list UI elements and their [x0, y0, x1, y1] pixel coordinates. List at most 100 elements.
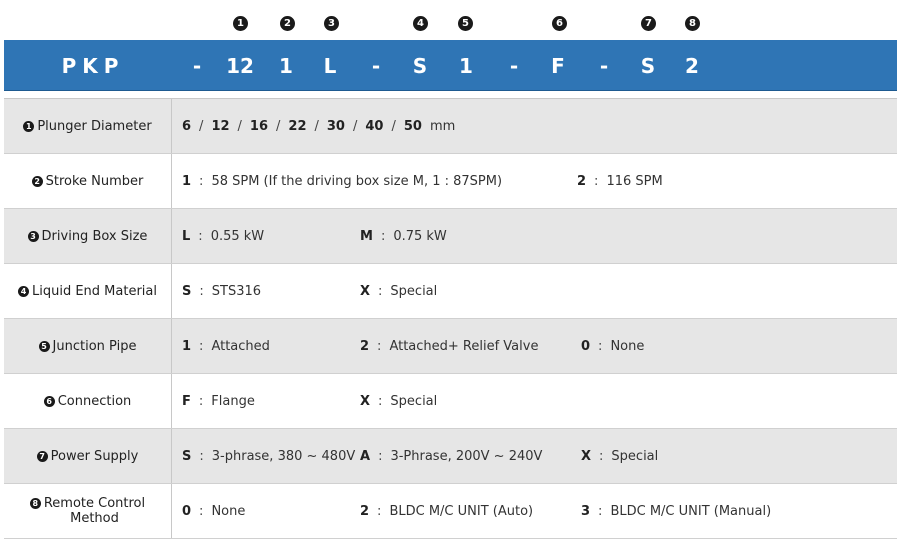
- row-label-text: Power Supply: [50, 448, 139, 464]
- row-label-text: Remote Control Method: [44, 496, 145, 526]
- diameter-unit: mm: [429, 118, 456, 134]
- option-key: X: [360, 393, 371, 409]
- option-key: S: [182, 283, 192, 299]
- row-label: 5 Junction Pipe: [4, 319, 172, 373]
- circled-number: 3: [27, 230, 39, 242]
- value-separator: /: [314, 118, 319, 134]
- spec-row-power-supply: 7 Power Supply S:3-phrase, 380 ~ 480V A:…: [4, 429, 897, 484]
- option-key: S: [182, 448, 192, 464]
- option: A:3-Phrase, 200V ~ 240V: [360, 429, 542, 483]
- circled-number: 5: [38, 340, 50, 352]
- value-separator: /: [276, 118, 281, 134]
- option: X: Special: [360, 264, 437, 318]
- option-key: A: [360, 448, 371, 464]
- spec-row-liquid-end-material: 4 Liquid End Material S: STS316 X: Special: [4, 264, 897, 319]
- model-code-power: S: [640, 54, 656, 78]
- diameter-value: 30: [326, 118, 345, 134]
- diameter-value: 6: [182, 118, 192, 134]
- circled-number: 1: [23, 120, 35, 132]
- option-separator: :: [378, 283, 383, 299]
- circled-number: 7: [36, 450, 48, 462]
- option-separator: :: [198, 393, 204, 409]
- row-label: 4 Liquid End Material: [4, 264, 172, 318]
- option-key: 2: [577, 173, 587, 189]
- option-text: BLDC M/C UNIT (Auto): [389, 503, 534, 519]
- position-number-5: 5: [458, 16, 473, 31]
- model-code-drivebox: L: [323, 54, 337, 78]
- row-label: 1 Plunger Diameter: [4, 99, 172, 153]
- diameter-values: 6 / 12 / 16 / 22 / 30 / 40 / 50 mm: [182, 99, 455, 153]
- value-separator: /: [199, 118, 204, 134]
- option-separator: :: [594, 173, 599, 189]
- option-key: 3: [581, 503, 591, 519]
- option-text: 58 SPM (If the driving box size M, 1 : 8…: [211, 173, 503, 189]
- option: 0: None: [581, 319, 644, 373]
- code-position-numbers: 1 2 3 4 5 6 7 8: [0, 0, 900, 40]
- spec-row-stroke-number: 2 Stroke Number 1:58 SPM (If the driving…: [4, 154, 897, 209]
- option-key: 2: [360, 338, 370, 354]
- option-key: 0: [182, 503, 192, 519]
- option-key: 2: [360, 503, 370, 519]
- option-separator: :: [378, 448, 383, 464]
- option: M:0.75 kW: [360, 209, 447, 263]
- circled-number: 8: [29, 498, 41, 509]
- position-number-4: 4: [413, 16, 428, 31]
- row-label: 6 Connection: [4, 374, 172, 428]
- option-separator: :: [598, 503, 603, 519]
- model-code-material: S: [412, 54, 428, 78]
- option: 3: BLDC M/C UNIT (Manual): [581, 484, 771, 538]
- diameter-value: 16: [249, 118, 269, 134]
- row-label-line: Method: [70, 511, 119, 526]
- option-separator: :: [599, 448, 604, 464]
- model-spec-table: 1 Plunger Diameter 6/ 12/ 16/ 22/ 30/ 40…: [4, 98, 897, 539]
- spec-row-plunger-diameter: 1 Plunger Diameter 6 / 12 / 16 / 22 / 30 / 40…: [4, 99, 897, 154]
- option: 1:58 SPM (If the driving box size M, 1 :…: [182, 154, 502, 208]
- option: X: Special: [360, 374, 437, 428]
- circled-number: 4: [18, 285, 29, 297]
- option: 1: Attached: [182, 319, 270, 373]
- row-label-line: Remote Control: [43, 496, 146, 511]
- option-text: Special: [390, 393, 438, 409]
- option: F: Flange: [182, 374, 255, 428]
- model-code-plunger: 12: [226, 54, 254, 78]
- spec-row-junction-pipe: 5 Junction Pipe 1: Attached 2: Attached+ R…: [4, 319, 897, 374]
- diameter-value: 40: [365, 118, 384, 134]
- option-text: 0.55 kW: [210, 228, 265, 244]
- row-label-text: Plunger Diameter: [37, 118, 152, 134]
- option-text: Attached: [211, 338, 270, 354]
- option-text: Attached+ Relief Valve: [389, 338, 539, 354]
- option-key: 1: [182, 338, 192, 354]
- model-code-junction: 1: [459, 54, 473, 78]
- spec-row-connection: 6 Connection F: Flange X: Special: [4, 374, 897, 429]
- model-code-remote: 2: [685, 54, 699, 78]
- option-text: Special: [390, 283, 438, 299]
- option-separator: :: [198, 228, 203, 244]
- option-text: None: [610, 338, 645, 354]
- row-label: 8 Remote Control Method: [4, 484, 172, 538]
- option-separator: :: [380, 228, 386, 244]
- position-number-3: 3: [324, 16, 339, 31]
- position-number-6: 6: [552, 16, 567, 31]
- option: L:0.55 kW: [182, 209, 264, 263]
- model-code-dash: -: [509, 54, 519, 78]
- option-text: STS316: [211, 283, 262, 299]
- value-separator: /: [391, 118, 396, 134]
- option-separator: :: [199, 448, 204, 464]
- option-key: L: [182, 228, 191, 244]
- option-key: F: [182, 393, 191, 409]
- option: 2: BLDC M/C UNIT (Auto): [360, 484, 533, 538]
- model-code-bar: PKP - 12 1 L - S 1 - F - S 2: [4, 40, 897, 91]
- option-text: 116 SPM: [606, 173, 663, 189]
- option-separator: :: [377, 338, 382, 354]
- model-code-dash: -: [599, 54, 609, 78]
- diameter-value: 50: [403, 118, 422, 134]
- diameter-value: 22: [288, 118, 307, 134]
- option-key: 1: [182, 173, 192, 189]
- row-label: 2 Stroke Number: [4, 154, 172, 208]
- position-number-1: 1: [233, 16, 248, 31]
- option-text: 3-Phrase, 200V ~ 240V: [390, 448, 543, 464]
- option-key: X: [360, 283, 371, 299]
- option-separator: :: [377, 503, 382, 519]
- position-number-2: 2: [280, 16, 295, 31]
- spec-row-remote-control-method: 8 Remote Control Method 0: None 2: BLDC M/C…: [4, 484, 897, 539]
